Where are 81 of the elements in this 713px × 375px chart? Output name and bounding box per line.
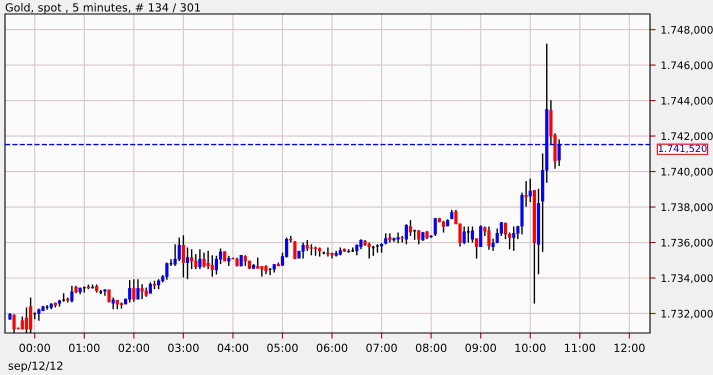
x-tick-label: 11:00: [565, 344, 596, 352]
x-tick-label: 10:00: [515, 344, 546, 352]
candlestick: [136, 278, 140, 300]
ref-line-label: 1.741,520: [658, 144, 707, 154]
x-tick-label: 00:00: [19, 344, 50, 352]
candlestick: [37, 308, 40, 322]
candlestick: [148, 282, 152, 294]
candlestick: [462, 226, 466, 245]
y-tick-label: 1.734,000: [662, 274, 713, 284]
candlestick: [210, 254, 214, 278]
y-tick-label: 1.732,000: [662, 310, 713, 319]
candlestick: [190, 248, 194, 270]
candlestick: [178, 236, 181, 262]
candlestick: [479, 224, 482, 248]
candlestick: [293, 240, 296, 260]
candlestick: [524, 180, 528, 208]
y-tick-label: 1.744,000: [662, 96, 713, 106]
candlestick: [306, 239, 309, 252]
x-tick-label: 02:00: [118, 344, 150, 352]
x-tick-label: 05:00: [267, 344, 298, 352]
x-tick-label: 08:00: [416, 344, 446, 352]
x-tick-label: 12:00: [614, 344, 645, 352]
x-tick-label: 03:00: [168, 344, 199, 352]
candlestick: [202, 252, 206, 268]
candlestick: [186, 246, 190, 280]
candlestick: [140, 284, 144, 300]
y-tick-label: 1.746,000: [662, 61, 713, 70]
candlestick: [244, 254, 247, 267]
candlestick: [314, 246, 318, 257]
candlestick: [302, 242, 305, 260]
chart-title: Gold, spot , 5 minutes, # 134 / 301: [6, 3, 200, 14]
candlestick: [227, 255, 230, 267]
candlestick: [474, 238, 478, 260]
candlestick: [20, 316, 24, 330]
candlestick: [408, 219, 412, 237]
candlestick: [434, 217, 437, 237]
candlestick: [442, 220, 446, 234]
candlestick: [417, 230, 420, 245]
candlestick: [504, 222, 508, 240]
candlestick: [132, 278, 136, 302]
y-tick-label: 1.738,000: [662, 203, 713, 212]
x-tick-label: 06:00: [316, 344, 348, 352]
y-tick-label: 1.742,000: [662, 132, 713, 142]
candlestick: [528, 178, 532, 203]
candlestick: [174, 244, 177, 267]
candlestick: [70, 285, 74, 304]
x-tick-label: 01:00: [69, 344, 100, 352]
candlestick: [128, 279, 132, 304]
candlestick: [512, 226, 516, 252]
candlestick: [116, 299, 119, 310]
candlestick: [388, 232, 392, 244]
candlestick: [214, 255, 218, 276]
x-tick-label: 09:00: [465, 344, 496, 352]
x-tick-label: 07:00: [366, 344, 397, 352]
y-tick-label: 1.736,000: [662, 238, 713, 248]
candlestick: [368, 242, 371, 260]
candlestick: [396, 232, 400, 244]
candlestick: [223, 250, 226, 262]
candlestick: [359, 238, 363, 250]
candlestick: [198, 248, 202, 270]
candlestick: [206, 250, 210, 270]
candlestick: [450, 209, 454, 220]
candlestick: [310, 244, 313, 256]
candlestick: [240, 254, 243, 268]
candlestick: [107, 289, 111, 304]
candlestick: [144, 286, 148, 298]
candlestick: [318, 246, 322, 258]
candlestick: [165, 262, 168, 280]
candlestick: [404, 224, 408, 245]
candlestick: [470, 226, 474, 244]
candlestick: [355, 244, 358, 256]
candlestick: [194, 254, 198, 270]
x-tick-label: 04:00: [218, 344, 248, 352]
candlestick: [157, 278, 160, 290]
text: sep/12/12: [8, 361, 62, 372]
candlestick: [182, 234, 185, 278]
y-tick-label: 1.740,000: [662, 168, 713, 177]
candlestick: [487, 226, 491, 250]
y-tick-label: 1.748,000: [662, 26, 713, 35]
candlestick: [260, 266, 264, 278]
candlestick: [112, 296, 115, 310]
